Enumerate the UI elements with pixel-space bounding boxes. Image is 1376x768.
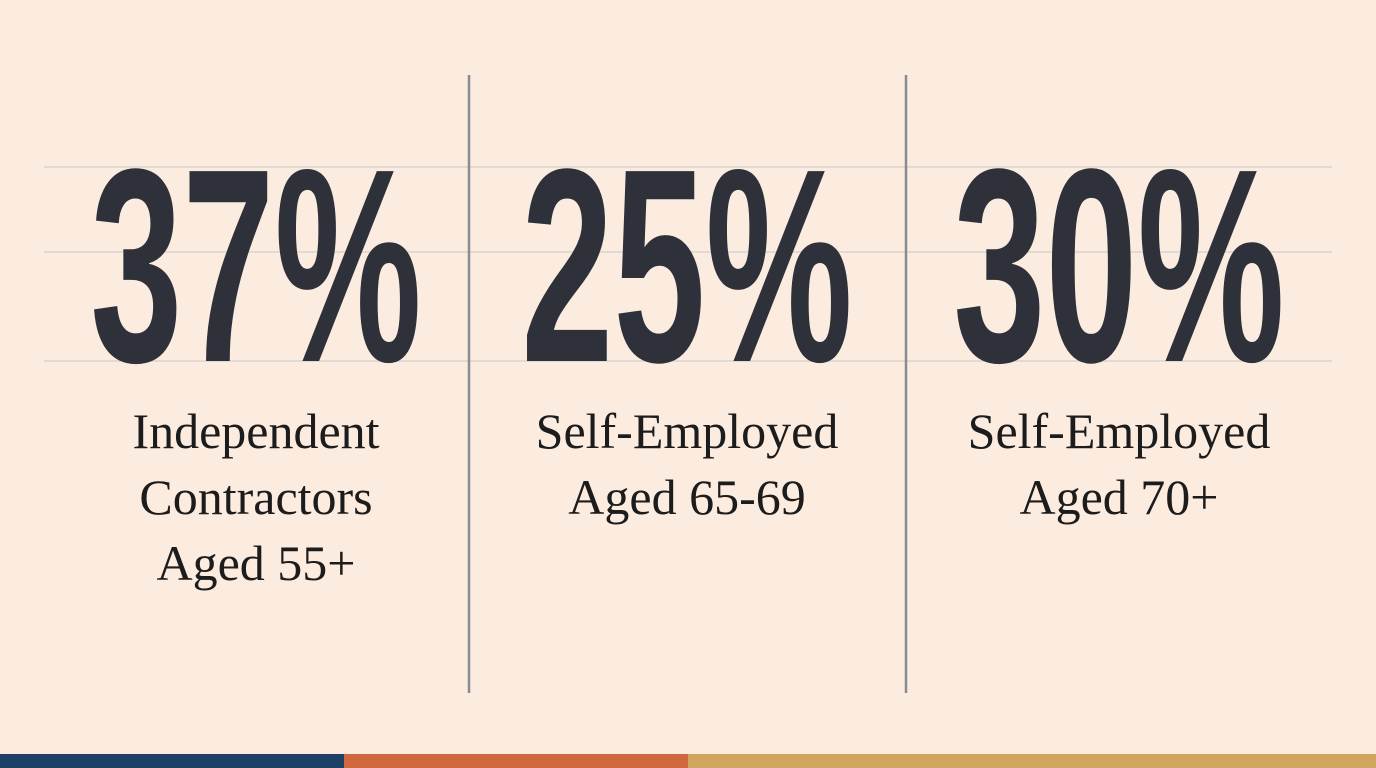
footer-bar-orange [344, 754, 688, 768]
footer-bar-blue [0, 754, 344, 768]
stat-label: Aged 70+ [1020, 469, 1219, 525]
stat-value: 37% [90, 112, 421, 420]
stat-value: 30% [953, 112, 1284, 420]
stat-label: Aged 65-69 [568, 469, 805, 525]
stat-label: Aged 55+ [157, 535, 356, 591]
stat-label: Self-Employed [536, 403, 839, 459]
dividers [467, 75, 908, 693]
stat-label: Self-Employed [968, 403, 1271, 459]
stat: 25%Self-Employed Aged 65-69 [521, 112, 852, 525]
stat: 30%Self-Employed Aged 70+ [953, 112, 1284, 525]
footer-bar-tan [688, 754, 1376, 768]
stat-label: Contractors [139, 469, 372, 525]
stat-value: 25% [521, 112, 852, 420]
stat: 37%Independent Contractors Aged 55+ [90, 112, 421, 591]
guide-lines [44, 166, 1332, 362]
stat-label: Independent [132, 403, 379, 459]
